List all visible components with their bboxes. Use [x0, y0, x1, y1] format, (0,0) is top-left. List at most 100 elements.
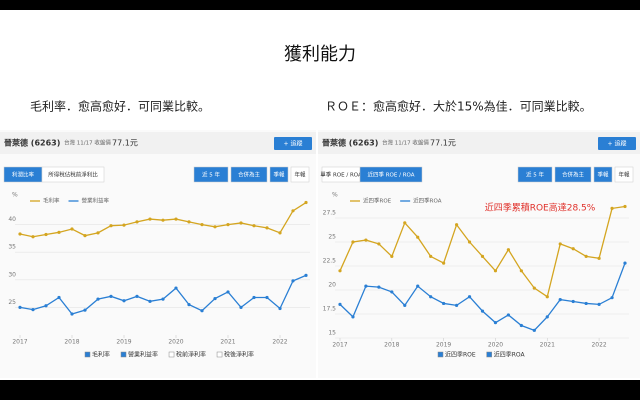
data-point	[83, 308, 87, 312]
data-point	[584, 301, 588, 306]
data-point	[109, 294, 113, 298]
control[interactable]	[269, 166, 289, 183]
legend-label[interactable]: 營業利益率	[128, 351, 158, 359]
control[interactable]	[614, 166, 634, 183]
control[interactable]	[517, 166, 553, 183]
x-tick-label: 2022	[272, 339, 287, 346]
control[interactable]	[193, 166, 229, 183]
data-point	[351, 315, 355, 319]
data-point	[265, 226, 269, 230]
legend-checkbox[interactable]	[437, 351, 444, 358]
data-point	[558, 242, 562, 246]
annotation: 近四季累積ROE高達28.5%	[485, 202, 596, 214]
tab[interactable]	[41, 166, 105, 183]
legend-label: 近四季ROE	[363, 197, 392, 205]
control-label[interactable]: 近 5 年	[202, 171, 220, 179]
legend-checkbox[interactable]	[168, 351, 175, 358]
legend-checkbox[interactable]	[486, 351, 492, 358]
y-axis-label: %	[12, 192, 18, 199]
data-point	[454, 303, 459, 307]
control-label[interactable]: 季報	[273, 171, 285, 179]
control-label[interactable]: 季報	[597, 171, 609, 179]
data-point	[187, 303, 191, 307]
x-tick-label: 2018	[384, 342, 399, 349]
legend-label: 毛利率	[43, 197, 60, 205]
data-point	[252, 295, 256, 300]
data-point	[57, 295, 61, 300]
legend-label[interactable]: 稅前淨利率	[176, 351, 206, 359]
left-caption: 毛利率．愈高愈好．可同業比較。	[30, 99, 210, 114]
data-point	[18, 305, 22, 309]
control-label[interactable]: 合併為主	[562, 171, 585, 179]
data-point	[610, 296, 614, 300]
x-tick-label: 2017	[12, 339, 27, 346]
tab-label[interactable]: 近四季 ROE / ROA	[367, 171, 414, 179]
control-label[interactable]: 年報	[618, 171, 630, 179]
control[interactable]	[554, 166, 592, 183]
control[interactable]	[593, 166, 613, 183]
legend-checkbox[interactable]	[216, 351, 223, 358]
data-point	[70, 227, 74, 231]
data-point	[545, 315, 549, 319]
data-point	[148, 217, 152, 221]
data-point	[623, 204, 627, 209]
y-tick-label: 40	[8, 216, 16, 223]
follow-label[interactable]: + 追蹤	[284, 140, 303, 148]
y-tick-label: 15	[328, 330, 336, 337]
data-point	[122, 223, 126, 227]
data-point	[161, 218, 165, 222]
data-point	[416, 284, 420, 288]
price: 77.1元	[430, 139, 456, 148]
tab-label[interactable]: 利潤比率	[12, 171, 35, 179]
x-tick-label: 2020	[168, 339, 183, 346]
data-point	[558, 298, 562, 302]
data-point	[429, 295, 433, 299]
price-info: 台灣 11/17 收盤價	[64, 139, 111, 147]
legend-label[interactable]: 近四季ROE	[445, 351, 476, 359]
legend-label[interactable]: 近四季ROA	[494, 351, 526, 359]
legend-label[interactable]: 稅後淨利率	[224, 351, 254, 359]
control-label[interactable]: 合併為主	[238, 171, 261, 179]
data-point	[239, 305, 243, 309]
panel-header	[0, 132, 316, 154]
data-point	[31, 235, 35, 239]
data-point	[187, 220, 191, 224]
follow-label[interactable]: + 追蹤	[608, 140, 627, 148]
legend-label[interactable]: 毛利率	[92, 351, 110, 359]
slide-title: 獲利能力	[284, 44, 356, 65]
control[interactable]	[290, 166, 310, 183]
data-point	[148, 299, 152, 303]
data-point	[597, 256, 601, 260]
data-point	[213, 225, 217, 229]
legend-checkbox[interactable]	[120, 351, 127, 358]
data-point	[70, 312, 74, 316]
data-point	[200, 223, 204, 227]
tab[interactable]	[359, 166, 423, 183]
tab-label[interactable]: 所得稅佔稅前淨利比	[48, 171, 98, 179]
x-tick-label: 2019	[116, 339, 131, 346]
control-label[interactable]: 近 5 年	[526, 171, 544, 179]
control[interactable]	[230, 166, 268, 183]
data-point	[18, 232, 22, 236]
data-point	[44, 232, 48, 237]
legend-label: 營業利益率	[82, 197, 110, 205]
data-point	[467, 295, 472, 299]
data-point	[213, 296, 217, 301]
y-axis-label: %	[332, 192, 338, 199]
follow-button[interactable]	[598, 137, 636, 150]
follow-button[interactable]	[274, 137, 312, 150]
data-point	[480, 309, 485, 313]
stock-name: 晉萊德 (6263)	[4, 138, 60, 148]
legend-checkbox[interactable]	[84, 351, 91, 358]
data-point	[364, 284, 368, 288]
tab-label[interactable]: 單季 ROE / ROA	[320, 171, 362, 179]
y-tick-label: 20	[328, 282, 336, 289]
price: 77.1元	[112, 139, 138, 148]
control-label[interactable]: 年報	[294, 171, 306, 179]
data-point	[377, 242, 381, 246]
data-point	[480, 254, 485, 258]
data-point	[364, 238, 368, 242]
data-point	[623, 261, 627, 265]
price-info: 台灣 11/17 收盤價	[382, 139, 429, 147]
